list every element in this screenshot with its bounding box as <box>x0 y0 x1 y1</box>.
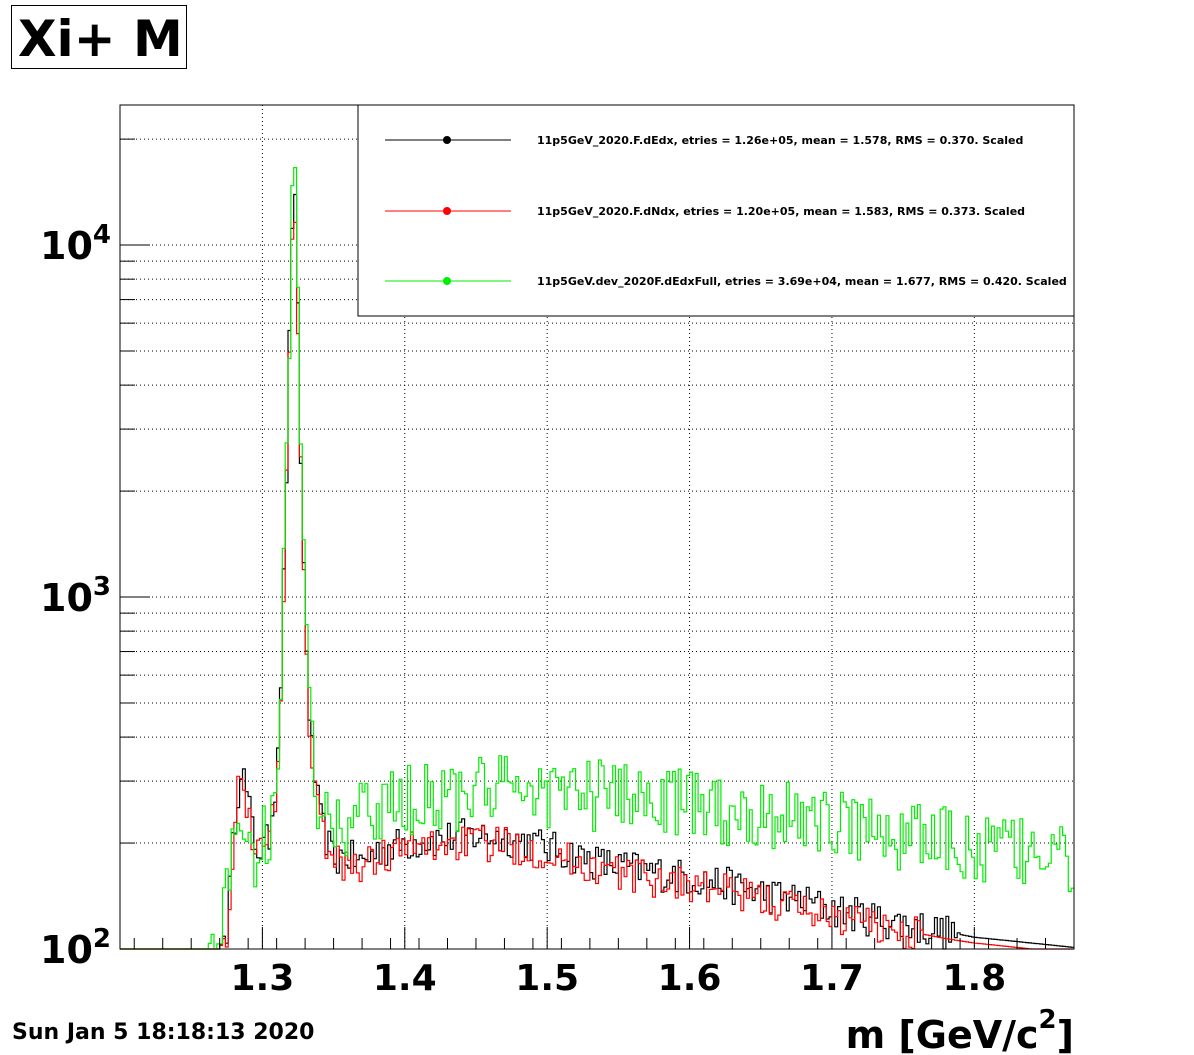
series-line <box>120 167 1074 950</box>
datestamp: Sun Jan 5 18:18:13 2020 <box>12 1020 315 1045</box>
plot-title: Xi+ M <box>18 10 183 68</box>
x-tick-label: 1.3 <box>230 958 294 999</box>
series-line <box>120 221 1074 950</box>
y-tick-label: 103 <box>40 572 111 620</box>
plot-title-box: Xi+ M <box>11 5 187 69</box>
legend-marker <box>443 207 451 215</box>
legend: 11p5GeV_2020.F.dEdx, etries = 1.26e+05, … <box>357 104 1075 317</box>
x-tick-label: 1.4 <box>373 958 437 999</box>
legend-entry: 11p5GeV_2020.F.dEdx, etries = 1.26e+05, … <box>537 134 1023 147</box>
legend-marker <box>443 136 451 144</box>
legend-entry: 11p5GeV_2020.F.dNdx, etries = 1.20e+05, … <box>537 205 1025 218</box>
x-tick-label: 1.5 <box>515 958 579 999</box>
legend-marker <box>443 277 451 285</box>
y-tick-label: 104 <box>40 220 111 268</box>
legend-entry: 11p5GeV.dev_2020F.dEdxFull, etries = 3.6… <box>537 275 1067 288</box>
x-tick-label: 1.6 <box>658 958 722 999</box>
x-tick-label: 1.7 <box>800 958 864 999</box>
axis-ticks <box>120 138 1047 950</box>
x-tick-label: 1.8 <box>942 958 1006 999</box>
series-layer <box>120 167 1074 950</box>
x-axis-title: m [GeV/c2] <box>846 1005 1074 1055</box>
axis-labels: 1.3 1.4 1.5 1.6 1.7 1.8 102 103 104 m [GeV/c2] <box>40 220 1074 1055</box>
y-tick-label: 102 <box>40 924 111 972</box>
